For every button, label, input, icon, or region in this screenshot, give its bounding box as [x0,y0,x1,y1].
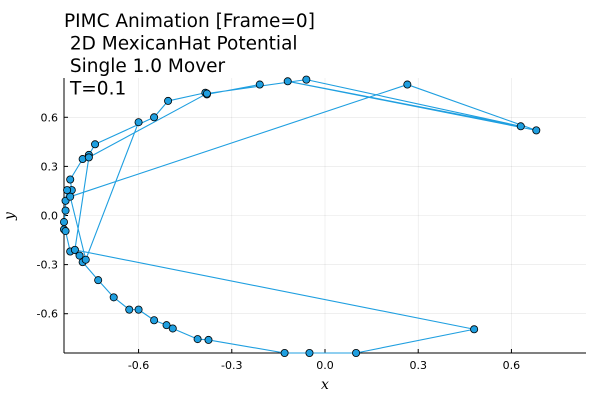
data-point [81,255,90,264]
data-point [255,80,264,89]
data-point [63,186,72,195]
tick-labels: -0.6 -0.3 0.0 0.3 0.6 -0.6 -0.3 0.0 0.3 0.6 [37,111,521,372]
y-tick-label: 0.3 [41,160,59,173]
data-point [352,348,361,357]
data-point [532,126,541,135]
x-tick-label: -0.3 [221,359,242,372]
data-point [61,227,70,236]
data-point [168,324,177,333]
x-tick-label: -0.6 [128,359,149,372]
title-line: 2D MexicanHat Potential [64,34,298,55]
data-point [109,293,118,302]
data-point [134,305,143,314]
x-tick-label: 0.0 [316,359,334,372]
data-point [164,96,173,105]
data-point [302,75,311,84]
x-tick-label: 0.6 [503,359,521,372]
data-point [75,251,84,260]
y-tick-label: -0.6 [37,308,58,321]
y-tick-label: -0.3 [37,259,58,272]
data-point [280,348,289,357]
data-point [150,316,159,325]
data-point [60,218,69,227]
series-path [63,79,537,354]
data-point [125,305,134,314]
title-line: Single 1.0 Mover [64,56,226,77]
x-tick-label: 0.3 [409,359,427,372]
data-point [202,89,211,98]
data-point [134,118,143,127]
data-point [516,122,525,131]
data-point [70,245,79,254]
x-axis-label: x [321,377,329,393]
data-point [193,335,202,344]
data-point [150,113,159,122]
y-axis-label: y [2,211,18,221]
title-line: PIMC Animation [Frame=0] [64,11,315,32]
y-tick-label: 0.0 [41,210,59,223]
data-point [94,276,103,285]
data-point [162,321,171,330]
data-point [283,77,292,86]
data-point [305,348,314,357]
data-point [204,335,213,344]
data-point [470,325,479,334]
data-point [84,153,93,162]
data-point [91,140,100,149]
data-point [66,175,75,184]
chart-title: PIMC Animation [Frame=0] 2D MexicanHat P… [64,11,315,100]
data-point [403,80,412,89]
data-point [66,192,75,201]
data-point [61,206,70,215]
y-tick-label: 0.6 [41,111,59,124]
data-series [60,75,541,357]
title-line: T=0.1 [69,79,126,100]
